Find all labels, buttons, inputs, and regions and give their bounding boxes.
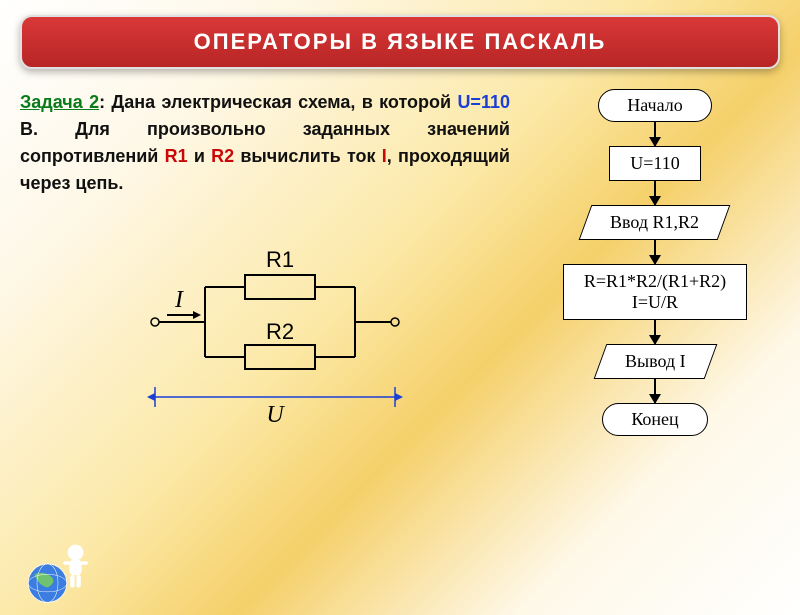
globe-icon — [20, 535, 110, 605]
r2-text: R2 — [211, 146, 234, 166]
text-part-2: и — [188, 146, 212, 166]
text-part-0: : Дана электрическая схема, в которой — [99, 92, 457, 112]
circuit-u-label: U — [266, 402, 285, 427]
slide-title-bar: ОПЕРАТОРЫ В ЯЗЫКЕ ПАСКАЛЬ — [20, 15, 780, 69]
circuit-i-label: I — [174, 287, 184, 313]
flow-output: Вывод I — [593, 344, 716, 379]
flow-arrow — [654, 181, 656, 205]
slide-title: ОПЕРАТОРЫ В ЯЗЫКЕ ПАСКАЛЬ — [194, 29, 607, 54]
problem-statement: Задача 2: Дана электрическая схема, в ко… — [20, 89, 510, 197]
left-column: Задача 2: Дана электрическая схема, в ко… — [20, 89, 530, 436]
flow-end: Конец — [602, 403, 707, 436]
flowchart: Начало U=110 Ввод R1,R2 R=R1*R2/(R1+R2) … — [530, 89, 780, 436]
content-area: Задача 2: Дана электрическая схема, в ко… — [0, 79, 800, 446]
flow-assign: U=110 — [609, 146, 700, 181]
circuit-r2-label: R2 — [266, 319, 294, 344]
text-part-3: вычислить ток — [234, 146, 382, 166]
flow-arrow — [654, 379, 656, 403]
circuit-svg: R1 R2 I U — [105, 227, 425, 427]
flow-input: Ввод R1,R2 — [579, 205, 731, 240]
circuit-diagram: R1 R2 I U — [20, 227, 510, 427]
flow-arrow — [654, 320, 656, 344]
r1-text: R1 — [165, 146, 188, 166]
flow-calc: R=R1*R2/(R1+R2) I=U/R — [563, 264, 747, 320]
u-equation: U=110 — [457, 92, 510, 112]
circuit-r1-label: R1 — [266, 247, 294, 272]
flow-arrow — [654, 240, 656, 264]
task-label: Задача 2 — [20, 92, 99, 112]
flow-arrow — [654, 122, 656, 146]
flow-start: Начало — [598, 89, 711, 122]
